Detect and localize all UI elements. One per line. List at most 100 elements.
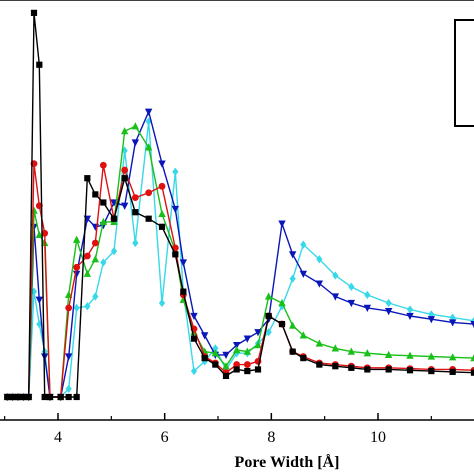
series-4-point bbox=[222, 351, 230, 359]
series-4-point bbox=[243, 335, 252, 343]
series-1-point bbox=[385, 366, 392, 373]
series-1-point bbox=[100, 199, 107, 206]
series-2-point bbox=[131, 194, 139, 202]
x-tick-label: 6 bbox=[161, 429, 169, 446]
series-1-point bbox=[73, 393, 80, 401]
series-5-point bbox=[300, 240, 307, 249]
series-5-point bbox=[158, 298, 166, 308]
series-1-point bbox=[233, 366, 240, 373]
series-4-point bbox=[91, 223, 100, 231]
series-1 bbox=[4, 9, 474, 401]
series-1-point bbox=[57, 393, 64, 401]
series-2-point bbox=[99, 161, 107, 169]
series-4-point bbox=[299, 270, 308, 278]
series-4-point bbox=[72, 270, 81, 278]
series-1-point bbox=[332, 363, 339, 370]
series-5-point bbox=[84, 302, 91, 311]
series-4-point bbox=[171, 205, 180, 214]
series-5-point bbox=[348, 282, 355, 291]
series-3-point bbox=[99, 217, 108, 226]
series-1-point bbox=[25, 393, 32, 401]
series-1-point bbox=[41, 393, 48, 401]
plot-frame bbox=[0, 0, 474, 421]
series-1-point bbox=[132, 209, 139, 216]
series-4-point bbox=[64, 353, 73, 361]
series-4-point bbox=[200, 332, 209, 340]
series-3-point bbox=[448, 353, 457, 361]
series-4-point bbox=[347, 299, 356, 308]
series-1-point bbox=[348, 364, 355, 371]
series-4-point bbox=[363, 304, 372, 312]
series-4-line bbox=[7, 110, 474, 398]
series-1-point bbox=[254, 366, 262, 373]
series-2-point bbox=[158, 182, 166, 190]
series-5-point bbox=[332, 271, 339, 280]
series-2-point bbox=[233, 361, 241, 368]
series-1-point bbox=[278, 320, 286, 328]
series-1-point bbox=[84, 175, 91, 182]
series-1-point bbox=[449, 368, 456, 375]
series-1-point bbox=[190, 335, 198, 342]
series-3-point bbox=[144, 143, 153, 151]
series-4-point bbox=[254, 329, 262, 337]
series-5-point bbox=[289, 274, 296, 283]
series-1-point bbox=[9, 393, 16, 401]
series-1-point bbox=[470, 369, 474, 376]
series-1-point bbox=[180, 288, 187, 295]
series-4-point bbox=[384, 307, 393, 316]
series-3-point bbox=[254, 341, 262, 349]
series-1-point bbox=[428, 367, 435, 375]
series-2-point bbox=[121, 166, 129, 174]
series-4-point bbox=[331, 293, 340, 301]
series-4-point bbox=[158, 160, 166, 168]
series-4-point bbox=[406, 312, 414, 321]
series-3-point bbox=[288, 321, 297, 329]
series-5-point bbox=[110, 247, 118, 256]
series-3-point bbox=[299, 331, 308, 339]
series-5-point bbox=[364, 290, 371, 299]
series-3-point bbox=[72, 235, 81, 243]
series-3-point bbox=[158, 209, 166, 217]
series-3-line bbox=[7, 125, 474, 398]
x-axis-title: Pore Width [Å] bbox=[235, 453, 340, 471]
series-1-point bbox=[172, 251, 179, 258]
series-3-point bbox=[278, 298, 286, 307]
series-4-point bbox=[278, 220, 286, 228]
series-1-point bbox=[145, 215, 152, 222]
series-2 bbox=[3, 160, 474, 401]
series-2-point bbox=[41, 229, 49, 237]
series-1-point bbox=[244, 367, 251, 375]
series-3-point bbox=[315, 339, 324, 347]
series-4-point bbox=[190, 312, 198, 321]
series-4-point bbox=[427, 316, 436, 324]
series-1-point bbox=[201, 355, 208, 362]
series-3-point bbox=[406, 351, 414, 359]
series-2-point bbox=[73, 263, 81, 271]
series-1-point bbox=[46, 393, 54, 401]
series-1-point bbox=[121, 175, 128, 182]
series-2-point bbox=[83, 252, 91, 260]
series-1-point bbox=[316, 361, 323, 368]
series-1-point bbox=[110, 215, 118, 222]
series-4-point bbox=[232, 342, 241, 350]
series-3-point bbox=[131, 122, 140, 130]
series-1-point bbox=[14, 393, 22, 401]
series-5-point bbox=[132, 238, 139, 248]
series-5-point bbox=[428, 310, 435, 319]
series-5-point bbox=[73, 303, 80, 312]
series-4-point bbox=[288, 251, 297, 259]
series-3-point bbox=[120, 127, 129, 135]
series-3-point bbox=[427, 352, 436, 360]
series-3-point bbox=[347, 347, 356, 355]
series-1-point bbox=[406, 367, 414, 374]
x-tick-label: 4 bbox=[54, 429, 62, 446]
series-1-point bbox=[92, 191, 99, 198]
series-3-point bbox=[91, 255, 100, 263]
series-2-line bbox=[7, 162, 474, 398]
series-3-point bbox=[30, 206, 38, 214]
series-1-point bbox=[36, 61, 43, 68]
series-4-point bbox=[179, 259, 188, 267]
series-3-point bbox=[470, 354, 474, 362]
series-4-point bbox=[35, 296, 44, 304]
